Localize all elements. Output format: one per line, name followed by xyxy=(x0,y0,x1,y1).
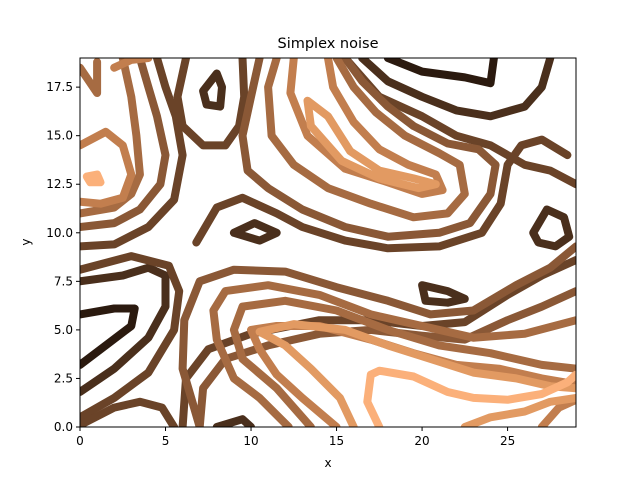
contour-line-level-2-5 xyxy=(229,219,281,245)
x-axis-label: x xyxy=(324,456,331,470)
x-tick-label: 10 xyxy=(243,434,258,448)
contour-line-level-2-6 xyxy=(418,281,469,307)
contour-line-level-1-1 xyxy=(383,58,498,88)
y-tick-label: 15.0 xyxy=(46,129,73,143)
contour-line-level-3-10 xyxy=(80,58,187,251)
plot-area xyxy=(79,57,577,428)
y-tick-label: 5.0 xyxy=(54,323,73,337)
contour-line-level-3-14 xyxy=(192,135,572,253)
y-tick-label: 0.0 xyxy=(54,420,73,434)
contour-line-level-3-9 xyxy=(80,252,184,422)
contour-line-level-5-22 xyxy=(209,281,576,427)
contour-line-level-4-17 xyxy=(238,58,500,241)
y-tick-label: 7.5 xyxy=(54,274,73,288)
contour-line-level-5-20 xyxy=(80,58,144,218)
x-tick-label: 20 xyxy=(414,434,429,448)
x-axis: 0 5 10 15 20 25 xyxy=(76,427,515,448)
plot-frame xyxy=(79,57,577,428)
y-axis-label: y xyxy=(19,238,33,245)
contour-line-level-2-2 xyxy=(80,263,170,396)
contour-line-level-8-33 xyxy=(82,170,105,187)
contour-line-level-3-11 xyxy=(173,58,249,150)
contour-line-level-7-30 xyxy=(303,96,440,193)
contour-line-level-3-12 xyxy=(80,397,179,427)
chart-title: Simplex noise xyxy=(277,36,378,52)
contour-layer xyxy=(80,58,576,427)
contour-line-level-6-26 xyxy=(110,58,153,72)
contour-line-level-2-4 xyxy=(212,415,255,427)
x-tick-label: 5 xyxy=(162,434,170,448)
contour-line-level-2-7 xyxy=(529,205,574,251)
contour-line-level-2-3 xyxy=(199,69,226,111)
contour-line-level-8-34 xyxy=(363,366,576,427)
y-tick-label: 10.0 xyxy=(46,226,73,240)
contour-line-level-4-19 xyxy=(178,242,576,427)
contour-line-level-4-18 xyxy=(195,287,576,427)
y-tick-label: 17.5 xyxy=(46,80,73,94)
contour-line-level-2-8 xyxy=(358,58,555,121)
contour-line-level-6-25 xyxy=(80,127,136,208)
x-tick-label: 0 xyxy=(76,434,84,448)
contour-line-level-6-27 xyxy=(286,58,447,198)
contour-line-level-4-16 xyxy=(80,58,170,231)
x-tick-label: 15 xyxy=(329,434,344,448)
y-tick-label: 12.5 xyxy=(46,177,73,191)
contour-line-level-5-24 xyxy=(80,58,102,97)
contour-line-level-7-32 xyxy=(460,393,576,427)
y-axis: 0.0 2.5 5.0 7.5 10.0 12.5 15.0 17.5 xyxy=(46,80,80,434)
contour-line-level-7-31 xyxy=(255,320,576,427)
x-tick-label: 25 xyxy=(500,434,515,448)
contour-line-level-1-0 xyxy=(80,304,139,369)
y-tick-label: 2.5 xyxy=(54,371,73,385)
contour-line-level-5-21 xyxy=(264,58,469,222)
contour-line-level-5-23 xyxy=(229,296,576,427)
